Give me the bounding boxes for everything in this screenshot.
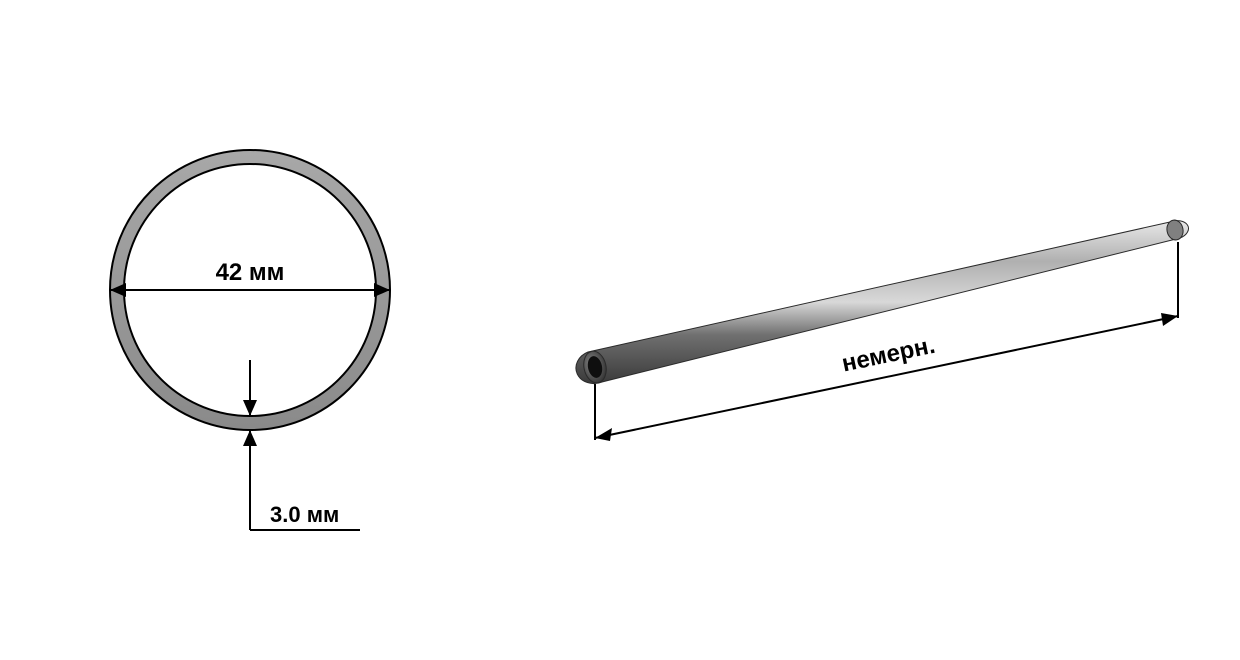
thickness-label: 3.0 мм (270, 502, 339, 527)
length-arrow-right (1161, 313, 1178, 326)
length-arrow-left (595, 428, 612, 441)
thickness-arrow-up (243, 430, 257, 446)
diagram-container: 42 мм 3.0 мм (0, 0, 1240, 660)
diameter-label: 42 мм (216, 259, 285, 286)
pipe-side-view: немерн. (560, 210, 1200, 530)
cross-section-view: 42 мм 3.0 мм (80, 120, 480, 620)
length-label: немерн. (839, 332, 937, 378)
